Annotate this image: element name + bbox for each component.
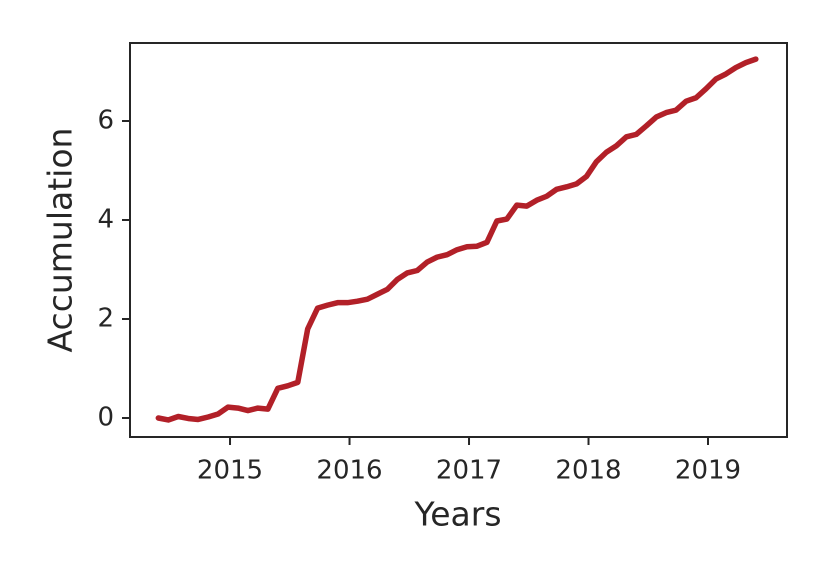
y-tick-label: 4 (97, 205, 114, 235)
data-line (155, 56, 759, 423)
x-tick-label: 2018 (555, 456, 621, 486)
x-tick-label: 2016 (316, 456, 382, 486)
x-tick-label: 2015 (197, 456, 263, 486)
x-axis-label: Years (413, 495, 501, 534)
y-axis-label: Accumulation (41, 128, 80, 353)
x-tick-label: 2017 (436, 456, 502, 486)
y-tick-label: 2 (97, 303, 114, 333)
y-tick-label: 6 (97, 106, 114, 136)
y-tick-label: 0 (97, 402, 114, 432)
x-tick-label: 2019 (675, 456, 741, 486)
plot-frame (129, 42, 788, 438)
